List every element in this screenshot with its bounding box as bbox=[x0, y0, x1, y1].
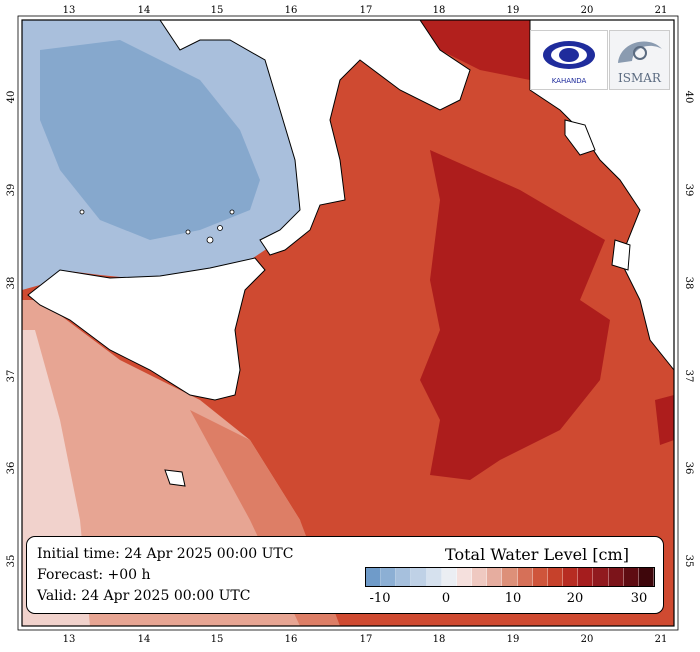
lon-tick-label: 18 bbox=[433, 5, 446, 16]
valid-time-text: Valid: 24 Apr 2025 00:00 UTC bbox=[37, 588, 251, 604]
tyrrhenian-blue-dark bbox=[40, 40, 260, 240]
lon-tick-label: 16 bbox=[285, 5, 298, 16]
kefalonia-island[interactable] bbox=[611, 239, 631, 271]
lat-tick-label: 39 bbox=[683, 184, 694, 197]
legend-swatch bbox=[426, 568, 442, 586]
deep-red-core bbox=[420, 150, 610, 480]
legend-swatch bbox=[638, 568, 654, 586]
lon-tick-label: 20 bbox=[581, 634, 594, 645]
lon-tick-label: 14 bbox=[138, 634, 151, 645]
legend-swatch bbox=[396, 568, 412, 586]
lon-tick-label: 13 bbox=[63, 5, 76, 16]
initial-time-text: Initial time: 24 Apr 2025 00:00 UTC bbox=[37, 546, 294, 562]
ismar-logo: ISMAR bbox=[609, 30, 670, 90]
top-axis: 13 14 15 16 17 18 19 20 21 bbox=[63, 5, 668, 16]
sicily-land[interactable] bbox=[27, 257, 266, 401]
lat-tick-label: 37 bbox=[6, 370, 17, 383]
lon-tick-label: 19 bbox=[507, 5, 520, 16]
aeolian-island bbox=[185, 229, 191, 235]
malta-island[interactable] bbox=[164, 469, 186, 487]
lon-tick-label: 15 bbox=[211, 634, 224, 645]
lat-tick-label: 36 bbox=[683, 462, 694, 475]
lat-tick-label: 38 bbox=[6, 277, 17, 290]
legend-swatch bbox=[517, 568, 533, 586]
legend-swatch bbox=[456, 568, 473, 586]
legend-swatch bbox=[381, 568, 397, 586]
legend-swatch bbox=[366, 568, 382, 586]
right-axis: 40 39 38 37 36 35 bbox=[683, 91, 694, 568]
lat-tick-label: 37 bbox=[683, 370, 694, 383]
legend-tick-label: 0 bbox=[441, 591, 451, 606]
legend-swatch bbox=[547, 568, 564, 586]
legend-swatch bbox=[623, 568, 639, 586]
lon-tick-label: 14 bbox=[138, 5, 151, 16]
lat-tick-label: 40 bbox=[6, 91, 17, 104]
legend-swatch bbox=[593, 568, 609, 586]
left-axis: 40 39 38 37 36 35 bbox=[6, 91, 17, 568]
lon-tick-label: 15 bbox=[211, 5, 224, 16]
adriatic-deep-red bbox=[420, 20, 530, 80]
lon-tick-label: 19 bbox=[507, 634, 520, 645]
lat-tick-label: 38 bbox=[683, 277, 694, 290]
lon-tick-label: 18 bbox=[433, 634, 446, 645]
kahanda-logo: KAHANDA bbox=[530, 30, 608, 90]
legend-tick-label: 30 bbox=[630, 591, 648, 606]
aeolian-island bbox=[229, 209, 235, 215]
legend-swatch bbox=[411, 568, 427, 586]
legend-title: Total Water Level [cm] bbox=[445, 545, 629, 564]
lon-tick-label: 17 bbox=[360, 634, 373, 645]
legend-tick-label: 20 bbox=[566, 591, 584, 606]
lon-tick-label: 16 bbox=[285, 634, 298, 645]
color-scale-bar bbox=[365, 567, 655, 587]
lat-tick-label: 40 bbox=[683, 91, 694, 104]
legend-swatch bbox=[532, 568, 548, 586]
wave-logo-icon bbox=[618, 41, 662, 63]
italy-land[interactable] bbox=[159, 19, 471, 256]
corfu-island[interactable] bbox=[564, 119, 596, 156]
legend-swatch bbox=[578, 568, 594, 586]
ismar-logo-text: ISMAR bbox=[618, 71, 661, 85]
bottom-axis: 13 14 15 16 17 18 19 20 21 bbox=[63, 634, 668, 645]
lat-tick-label: 35 bbox=[6, 555, 17, 568]
map-border bbox=[21, 19, 675, 627]
aeolian-island bbox=[206, 236, 214, 244]
legend-tick-label: 10 bbox=[504, 591, 522, 606]
east-deep-red-patch bbox=[655, 395, 674, 445]
legend-swatch bbox=[487, 568, 503, 586]
eye-logo-icon bbox=[543, 41, 595, 69]
kahanda-logo-text: KAHANDA bbox=[551, 77, 587, 85]
legend-swatch bbox=[563, 568, 579, 586]
lon-tick-label: 13 bbox=[63, 634, 76, 645]
forecast-text: Forecast: +00 h bbox=[37, 567, 151, 583]
lon-tick-label: 17 bbox=[360, 5, 373, 16]
aeolian-island bbox=[217, 225, 223, 231]
lon-tick-label: 21 bbox=[655, 5, 668, 16]
lat-tick-label: 36 bbox=[6, 462, 17, 475]
ustica-island bbox=[79, 209, 85, 215]
map-outer-border bbox=[17, 15, 679, 631]
info-legend-panel: Initial time: 24 Apr 2025 00:00 UTC Fore… bbox=[26, 536, 664, 614]
legend-swatch bbox=[472, 568, 488, 586]
legend-swatch bbox=[608, 568, 624, 586]
lon-tick-label: 20 bbox=[581, 5, 594, 16]
legend-tick-label: -10 bbox=[369, 591, 391, 606]
legend-swatch bbox=[502, 568, 518, 586]
lat-tick-label: 35 bbox=[683, 555, 694, 568]
legend-swatch bbox=[441, 568, 457, 586]
lat-tick-label: 39 bbox=[6, 184, 17, 197]
lon-tick-label: 21 bbox=[655, 634, 668, 645]
